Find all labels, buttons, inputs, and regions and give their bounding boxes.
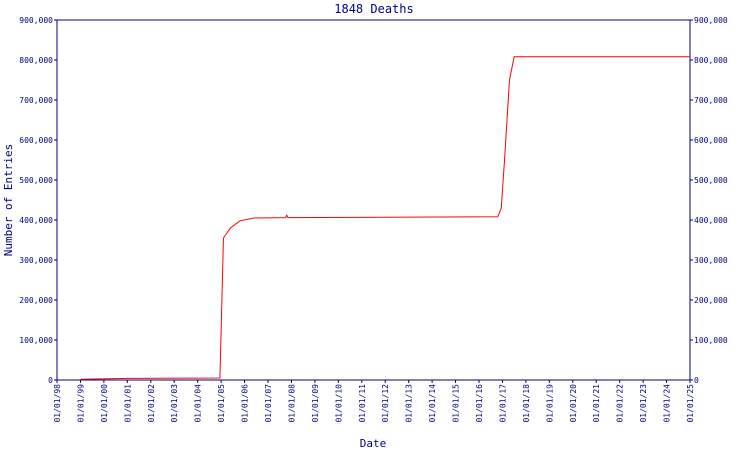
x-tick-label: 01/01/21 bbox=[592, 384, 601, 423]
x-tick-label: 01/01/23 bbox=[639, 384, 648, 423]
x-tick-label: 01/01/98 bbox=[53, 384, 62, 423]
x-tick-label: 01/01/11 bbox=[358, 384, 367, 423]
y-tick-label: 500,000 bbox=[19, 176, 53, 185]
x-tick-label: 01/01/01 bbox=[123, 384, 132, 423]
x-tick-label: 01/01/00 bbox=[100, 384, 109, 423]
x-tick-label: 01/01/18 bbox=[522, 384, 531, 423]
y2-tick-label: 100,000 bbox=[694, 336, 728, 345]
x-tick-label: 01/01/09 bbox=[311, 384, 320, 423]
y-tick-label: 200,000 bbox=[19, 296, 53, 305]
x-tick-label: 01/01/16 bbox=[475, 384, 484, 423]
x-tick-label: 01/01/13 bbox=[405, 384, 414, 423]
x-tick-label: 01/01/07 bbox=[264, 384, 273, 423]
y2-tick-label: 500,000 bbox=[694, 176, 728, 185]
x-tick-label: 01/01/12 bbox=[381, 384, 390, 423]
x-tick-label: 01/01/14 bbox=[428, 384, 437, 423]
y2-tick-label: 300,000 bbox=[694, 256, 728, 265]
data-line bbox=[80, 56, 690, 380]
x-axis-label: Date bbox=[360, 437, 387, 450]
x-tick-label: 01/01/19 bbox=[545, 384, 554, 423]
x-tick-label: 01/01/17 bbox=[498, 384, 507, 423]
y-tick-label: 900,000 bbox=[19, 16, 53, 25]
y-tick-label: 800,000 bbox=[19, 56, 53, 65]
x-tick-label: 01/01/10 bbox=[334, 384, 343, 423]
y2-tick-label: 900,000 bbox=[694, 16, 728, 25]
y-axis-label: Number of Entries bbox=[2, 144, 15, 257]
y2-tick-label: 800,000 bbox=[694, 56, 728, 65]
x-tick-label: 01/01/06 bbox=[241, 384, 250, 423]
y2-tick-label: 700,000 bbox=[694, 96, 728, 105]
x-tick-label: 01/01/04 bbox=[194, 384, 203, 423]
x-tick-label: 01/01/99 bbox=[76, 384, 85, 423]
chart-title: 1848 Deaths bbox=[334, 2, 413, 16]
plot-frame bbox=[56, 19, 691, 381]
x-tick-label: 01/01/02 bbox=[147, 384, 156, 423]
x-tick-label: 01/01/05 bbox=[217, 384, 226, 423]
y-tick-label: 100,000 bbox=[19, 336, 53, 345]
y2-tick-label: 200,000 bbox=[694, 296, 728, 305]
y-tick-label: 0 bbox=[48, 376, 53, 385]
y-tick-label: 400,000 bbox=[19, 216, 53, 225]
y-tick-label: 700,000 bbox=[19, 96, 53, 105]
x-tick-label: 01/01/03 bbox=[170, 384, 179, 423]
y2-tick-label: 400,000 bbox=[694, 216, 728, 225]
x-tick-label: 01/01/20 bbox=[569, 384, 578, 423]
x-tick-label: 01/01/25 bbox=[686, 384, 695, 423]
x-tick-label: 01/01/24 bbox=[663, 384, 672, 423]
x-tick-label: 01/01/15 bbox=[452, 384, 461, 423]
x-tick-label: 01/01/22 bbox=[616, 384, 625, 423]
y-tick-label: 600,000 bbox=[19, 136, 53, 145]
x-tick-label: 01/01/08 bbox=[287, 384, 296, 423]
y2-tick-label: 0 bbox=[694, 376, 699, 385]
y-tick-label: 300,000 bbox=[19, 256, 53, 265]
y2-tick-label: 600,000 bbox=[694, 136, 728, 145]
